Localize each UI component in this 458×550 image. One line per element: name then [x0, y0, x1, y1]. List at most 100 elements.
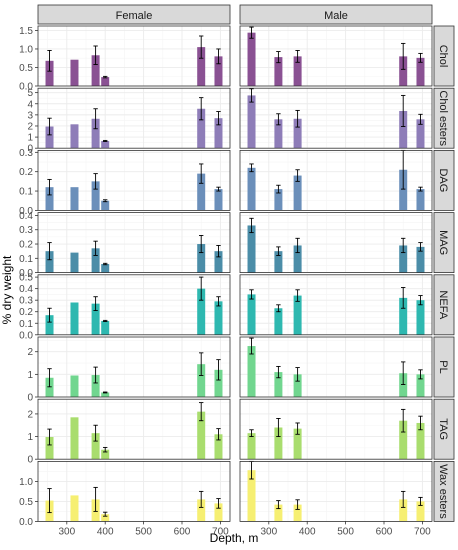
error-bar-male-nefa-255 [249, 289, 254, 300]
bar-female-chol-320 [70, 59, 79, 86]
error-bar-female-chol-esters-375 [93, 108, 98, 130]
error-bar-male-dag-325 [276, 184, 281, 194]
bar-female-nefa-320 [70, 302, 79, 335]
bar-male-tag-325 [274, 427, 283, 460]
bar-female-pl-400 [101, 392, 110, 397]
error-bar-female-chol-esters-400 [103, 139, 108, 142]
panel-male-mag [239, 212, 433, 274]
bar-male-pl-375 [293, 374, 302, 397]
bar-female-mag-375 [91, 248, 100, 273]
bar-female-dag-400 [101, 200, 110, 211]
strip-label-dag: DAG [437, 168, 449, 192]
strip-nefa: NEFA [433, 274, 455, 336]
error-bar-male-pl-695 [418, 369, 423, 380]
row-pl: 0 1 2 PL [27, 336, 455, 404]
strip-label-male: Male [324, 10, 348, 22]
error-bar-female-nefa-375 [93, 296, 98, 312]
error-bar-male-wax-esters-695 [418, 496, 423, 506]
error-bar-male-tag-650 [401, 408, 406, 433]
bar-male-nefa-255 [247, 294, 256, 335]
error-bar-female-chol-650 [199, 35, 204, 59]
error-bar-female-pl-650 [199, 352, 204, 376]
y-tick-label-wax-esters-0: 0.0 [19, 517, 33, 528]
error-bar-male-chol-255 [249, 26, 254, 39]
y-tick-label-dag-3: 0.3 [19, 148, 33, 159]
bar-female-wax-esters-650 [197, 499, 206, 522]
panel-female-tag [37, 398, 231, 460]
error-bar-female-dag-650 [199, 163, 204, 184]
error-bar-male-wax-esters-650 [401, 490, 406, 508]
panel-male-dag [239, 149, 433, 211]
error-bar-female-tag-255 [47, 428, 52, 446]
bar-female-nefa-375 [91, 303, 100, 335]
bar-female-mag-400 [101, 264, 110, 273]
x-tick-label-female-600: 600 [174, 526, 191, 537]
error-bar-female-tag-400 [103, 446, 108, 453]
error-bar-male-chol-esters-375 [295, 109, 300, 128]
y-tick-label-wax-esters-2: 1.0 [19, 477, 33, 488]
y-tick-label-chol-esters-0: 0 [27, 144, 33, 155]
y-tick-label-tag-1: 1 [27, 432, 33, 443]
bar-female-chol-695 [214, 56, 223, 86]
error-bar-male-mag-325 [276, 246, 281, 256]
panel-female-chol-esters [37, 87, 231, 149]
strip-label-nefa: NEFA [437, 290, 449, 319]
x-tick-label-female-300: 300 [58, 526, 75, 537]
error-bar-female-chol-esters-255 [47, 117, 52, 136]
strip-mag: MAG [433, 212, 455, 274]
error-bar-male-nefa-650 [401, 287, 406, 309]
error-bar-female-nefa-650 [199, 276, 204, 301]
y-tick-label-chol-esters-3: 3 [27, 110, 33, 121]
y-tick-label-nefa-1: 0.1 [19, 319, 33, 330]
strip-label-mag: MAG [437, 230, 449, 255]
error-bar-female-tag-650 [199, 402, 204, 422]
row-mag: 0.0 0.1 0.2 0.3 0.4 MAG [19, 211, 455, 279]
row-tag: 0 1 2 TAG [27, 398, 455, 466]
bar-female-dag-650 [197, 173, 206, 211]
bar-female-chol-400 [101, 77, 110, 86]
strip-dag: DAG [433, 149, 455, 211]
strip-pl: PL [433, 336, 455, 398]
bar-female-pl-375 [91, 375, 100, 397]
bar-male-chol-esters-650 [399, 110, 408, 149]
error-bar-male-dag-255 [249, 163, 254, 173]
panel-male-tag [239, 398, 433, 460]
y-tick-label-mag-2: 0.2 [19, 240, 33, 251]
strip-label-wax-esters: Wax esters [437, 464, 449, 519]
bar-male-mag-695 [416, 246, 425, 273]
x-tick-label-male-400: 400 [299, 526, 316, 537]
bar-male-chol-650 [399, 56, 408, 86]
bar-male-tag-375 [293, 428, 302, 460]
bar-female-mag-650 [197, 244, 206, 273]
panel-female-dag [37, 149, 231, 211]
bar-male-dag-375 [293, 175, 302, 211]
panel-male-nefa [239, 274, 433, 336]
row-nefa: 0.00.10.20.30.40.5 NEFA [19, 273, 455, 341]
y-tick-label-dag-0: 0.0 [19, 206, 33, 217]
x-tick-label-female-700: 700 [212, 526, 229, 537]
bar-male-nefa-375 [293, 295, 302, 335]
y-tick-label-mag-3: 0.3 [19, 225, 33, 236]
row-dag: 0.0 0.1 0.2 0.3 DAG [19, 148, 455, 217]
bar-male-mag-650 [399, 245, 408, 273]
bar-female-tag-320 [70, 417, 79, 460]
bar-male-wax-esters-650 [399, 499, 408, 522]
error-bar-male-tag-255 [249, 429, 254, 438]
error-bar-male-chol-esters-695 [418, 113, 423, 125]
strip-label-tag: TAG [437, 418, 449, 440]
error-bar-male-pl-255 [249, 337, 254, 355]
y-tick-label-nefa-2: 0.2 [19, 307, 33, 318]
bar-male-pl-650 [399, 373, 408, 397]
bar-male-dag-325 [274, 189, 283, 211]
error-bar-male-nefa-695 [418, 295, 423, 306]
bar-female-chol-esters-695 [214, 118, 223, 149]
bar-male-chol-esters-375 [293, 118, 302, 149]
strip-male: Male [239, 4, 433, 25]
error-bar-female-tag-375 [93, 424, 98, 442]
y-tick-label-dag-1: 0.1 [19, 187, 33, 198]
error-bar-male-mag-695 [418, 242, 423, 252]
error-bar-female-wax-esters-255 [47, 488, 52, 514]
error-bar-male-wax-esters-375 [295, 499, 300, 510]
